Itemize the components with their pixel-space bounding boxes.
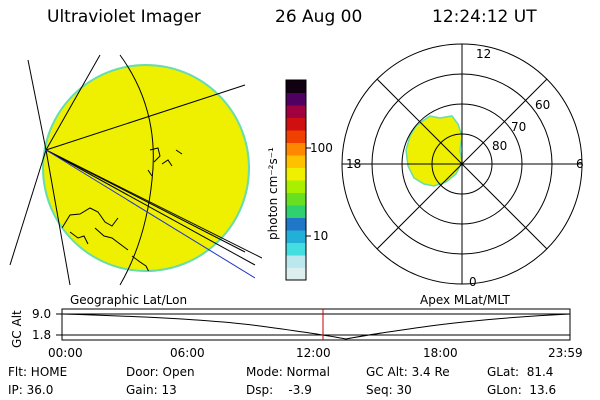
colorbar-segment <box>286 267 306 281</box>
terminator-line <box>45 149 256 279</box>
mlt-18-label: 18 <box>346 157 362 171</box>
instrument-title: Ultraviolet Imager <box>47 7 201 27</box>
time-tick: 12:00 <box>296 346 331 360</box>
colorbar-tick-100: 100 <box>310 141 333 155</box>
status-glat: GLat: 81.4 <box>487 365 554 379</box>
status-gain: Gain: 13 <box>126 383 177 397</box>
altitude-y-top: 9.0 <box>32 307 52 321</box>
mlat-70-label: 70 <box>511 120 527 134</box>
mlat-80-label: 80 <box>492 139 508 153</box>
mlat-60-label: 60 <box>535 98 551 112</box>
time-label: 12:24:12 UT <box>432 7 537 27</box>
geo-panel <box>9 54 262 286</box>
geo-panel-label: Geographic Lat/Lon <box>70 293 188 307</box>
colorbar-segment <box>286 255 306 268</box>
colorbar-segment <box>286 80 306 93</box>
mlt-12-label: 12 <box>476 47 492 61</box>
polar-panel-label: Apex MLat/MLT <box>420 293 510 307</box>
mlt-6-label: 6 <box>576 157 584 171</box>
colorbar-segment <box>286 117 306 131</box>
time-tick: 06:00 <box>170 346 205 360</box>
altitude-plot <box>56 308 571 341</box>
auroral-oval <box>405 115 463 187</box>
time-tick: 00:00 <box>48 346 83 360</box>
status-seq: Seq: 30 <box>366 383 412 397</box>
colorbar-segment <box>286 242 306 256</box>
mlt-0-label: 0 <box>469 275 477 289</box>
colorbar-segment <box>286 167 306 181</box>
geo-grid-lines <box>9 54 262 286</box>
colorbar-segment <box>286 155 306 168</box>
status-dsp: Dsp: -3.9 <box>246 383 312 397</box>
altitude-curve <box>61 313 571 340</box>
colorbar-segment <box>286 230 306 243</box>
colorbar-segment <box>286 192 306 206</box>
altitude-y-bottom: 1.8 <box>32 328 52 342</box>
status-glon: GLon: 13.6 <box>487 383 557 397</box>
altitude-axis-label: GC Alt <box>10 310 24 348</box>
colorbar-unit-label: photon cm⁻²s⁻¹ <box>266 147 280 240</box>
date-label: 26 Aug 00 <box>275 7 363 27</box>
colorbar-tick-10: 10 <box>313 229 329 243</box>
colorbar-segment <box>286 142 306 156</box>
status-gc-alt: GC Alt: 3.4 Re <box>366 365 450 379</box>
colorbar-segment <box>286 130 306 143</box>
status-flt: Flt: HOME <box>8 365 68 379</box>
coastlines <box>43 147 183 271</box>
time-tick: 23:59 <box>548 346 583 360</box>
polar-panel <box>341 43 583 285</box>
colorbar-segment <box>286 217 306 231</box>
color-bar <box>285 79 311 281</box>
colorbar-segment <box>286 92 306 106</box>
status-ip: IP: 36.0 <box>8 383 54 397</box>
colorbar-segment <box>286 180 306 193</box>
colorbar-segment <box>286 205 306 218</box>
time-tick: 18:00 <box>423 346 458 360</box>
status-mode: Mode: Normal <box>246 365 330 379</box>
status-door: Door: Open <box>126 365 195 379</box>
colorbar-segment <box>286 105 306 118</box>
earth-disk <box>42 64 250 272</box>
